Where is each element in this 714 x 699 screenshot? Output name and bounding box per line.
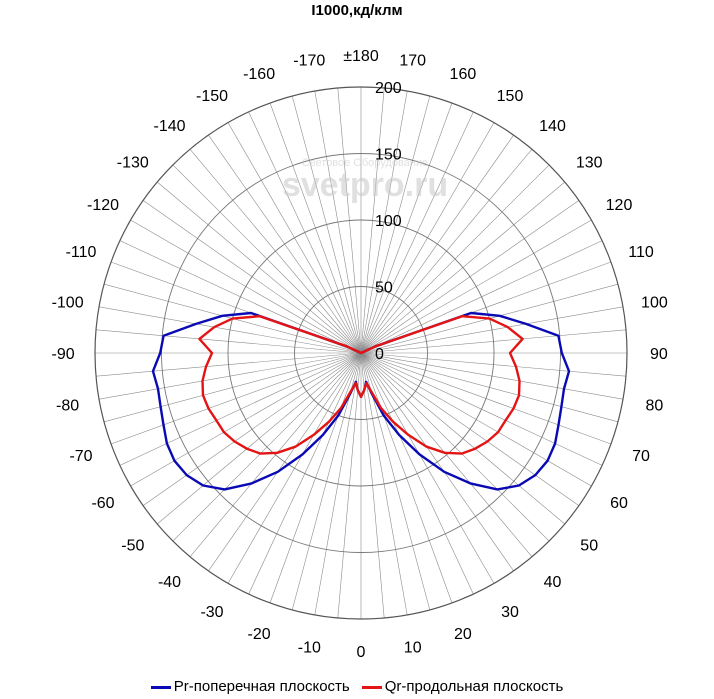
angle-tick-label: -100 — [52, 294, 84, 311]
angle-tick-label: 130 — [576, 155, 603, 172]
angle-tick-label: 100 — [641, 294, 668, 311]
angle-tick-label: -160 — [243, 66, 275, 83]
angle-tick-label: -60 — [91, 495, 114, 512]
angle-tick-label: -30 — [200, 604, 223, 621]
angle-tick-label: 140 — [539, 118, 566, 135]
angle-tick-label: -20 — [248, 626, 271, 643]
angle-tick-label: -120 — [87, 197, 119, 214]
angle-tick-label: -40 — [158, 574, 181, 591]
angle-tick-label: -50 — [121, 538, 144, 555]
angle-tick-label: -130 — [117, 155, 149, 172]
grid-circle — [227, 219, 495, 487]
series-line-1 — [198, 315, 524, 455]
angle-tick-label: 170 — [399, 53, 426, 70]
angle-tick-label: -80 — [56, 398, 79, 415]
angle-tick-label: 80 — [646, 398, 664, 415]
angle-tick-label: -70 — [69, 448, 92, 465]
radial-tick-label: 0 — [375, 346, 384, 363]
angle-tick-label: 90 — [650, 346, 668, 363]
angle-tick-label: 10 — [404, 639, 422, 656]
radial-tick-label: 50 — [375, 280, 393, 297]
angle-tick-label: 50 — [580, 538, 598, 555]
angle-tick-label: 30 — [501, 604, 519, 621]
legend-label: Qr-продольная плоскость — [384, 678, 564, 695]
angle-tick-label: 0 — [357, 644, 366, 661]
angle-tick-label: 70 — [632, 448, 650, 465]
legend-swatch — [150, 685, 171, 689]
radial-tick-labels: 0 50 100 150 200 — [375, 80, 402, 363]
angle-tick-label: -90 — [52, 346, 75, 363]
grid-circle — [94, 86, 628, 620]
angle-tick-label: -10 — [298, 639, 321, 656]
polar-grid — [94, 86, 628, 620]
angle-tick-label: 40 — [544, 574, 562, 591]
angle-tick-label: ±180 — [343, 48, 379, 65]
angle-tick-label: -170 — [293, 53, 325, 70]
watermark-text: svetpro.ru — [282, 166, 448, 204]
legend-label: Pr-поперечная плоскость — [173, 678, 350, 695]
angle-tick-label: 110 — [628, 244, 654, 261]
radial-tick-label: 150 — [375, 147, 402, 164]
legend-item-0: Pr-поперечная плоскость — [150, 678, 350, 695]
angle-tick-label: 150 — [497, 88, 524, 105]
angle-tick-label: -140 — [153, 118, 185, 135]
legend-swatch — [361, 685, 382, 689]
grid-circle — [161, 153, 561, 553]
angle-tick-labels: 0 10 20 30 40 50 60 70 80 90 100 110 120 130 140 150 160… — [52, 48, 668, 661]
radial-tick-label: 200 — [375, 80, 402, 97]
grid-circle — [294, 286, 428, 420]
legend: Pr-поперечная плоскость Qr-продольная пло… — [0, 678, 714, 695]
angle-tick-label: 120 — [606, 197, 633, 214]
series-lines — [151, 311, 571, 491]
angle-tick-label: 60 — [610, 495, 628, 512]
legend-item-1: Qr-продольная плоскость — [361, 678, 564, 695]
angle-tick-label: 160 — [450, 66, 477, 83]
angle-tick-label: -150 — [196, 88, 228, 105]
angle-tick-label: 20 — [454, 626, 472, 643]
angle-tick-label: -110 — [66, 244, 97, 261]
chart-title: I1000,кд/клм — [311, 2, 403, 19]
radial-tick-label: 100 — [375, 213, 402, 230]
watermark-text: Световое Оборудование — [302, 157, 428, 169]
